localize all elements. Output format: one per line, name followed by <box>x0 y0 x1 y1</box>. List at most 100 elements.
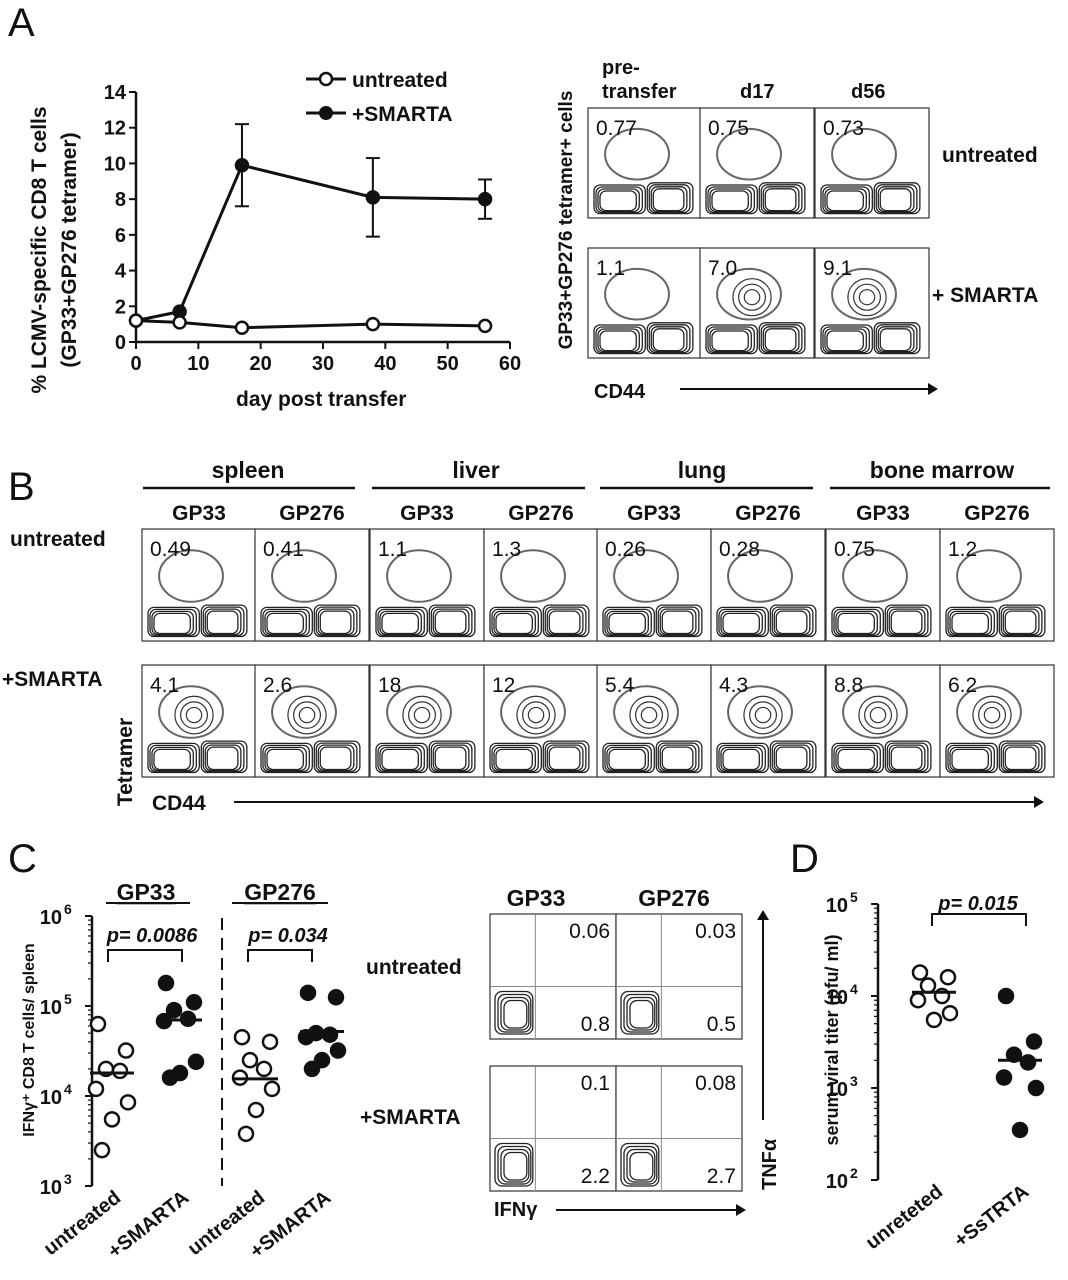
facs-contour <box>494 990 534 1035</box>
facs-contour <box>544 606 587 637</box>
chart-a-x-label: day post transfer <box>236 388 406 411</box>
facs-contour <box>716 742 769 774</box>
facs-contour <box>773 608 811 636</box>
facs-contour <box>824 188 867 213</box>
facs-inner-contour <box>858 695 898 735</box>
facs-contour <box>381 612 419 635</box>
facs-quadrant-frame <box>615 913 743 1040</box>
facs-contour <box>491 744 539 773</box>
facs-inner-contour <box>174 695 214 735</box>
chart-c-group-title-gp276: GP276 <box>244 879 316 905</box>
chart-a-y-tick-label: 12 <box>104 118 126 140</box>
facs-contour <box>758 322 806 355</box>
facs-gate-percentage: 1.2 <box>948 538 977 561</box>
chart-a-x-tick-label: 30 <box>312 353 334 375</box>
facs-a-col-header-pre: pre- <box>602 57 640 79</box>
facs-contour <box>884 740 932 774</box>
facs-contour <box>657 606 700 637</box>
facs-contour <box>718 608 766 637</box>
facs-contour <box>491 608 539 637</box>
facs-contour <box>652 328 685 352</box>
facs-contour <box>646 322 694 355</box>
facs-inner-contour <box>754 706 772 724</box>
facs-contour <box>608 612 646 635</box>
chart-c-data-point-untreated <box>117 1042 135 1059</box>
facs-lower-quadrant-value: 2.2 <box>581 1165 610 1188</box>
facs-contour <box>606 746 649 772</box>
facs-contour <box>648 324 691 354</box>
data-point-smarta <box>365 190 381 205</box>
chart-d-data-point-untreated <box>911 964 929 981</box>
panel-letter-c: C <box>8 837 37 881</box>
facs-contour <box>602 742 655 774</box>
chart-c-data-point-smarta <box>165 1001 183 1019</box>
facs-contour <box>375 742 428 774</box>
facs-inner-contour <box>527 706 545 724</box>
facs-contour <box>202 606 245 637</box>
panel-b-row-label-smarta: +SMARTA <box>2 668 103 691</box>
facs-contour <box>655 604 703 638</box>
facs-inner-contour <box>983 706 1001 724</box>
facs-inner-contour <box>864 701 893 729</box>
chart-a-y-tick-label: 4 <box>115 261 127 283</box>
facs-contour <box>820 324 873 355</box>
chart-c-group-title-gp33: GP33 <box>117 879 176 905</box>
facs-quadrant-frame <box>489 1065 617 1192</box>
facs-lower-quadrant-value: 0.5 <box>707 1013 736 1036</box>
facs-contour <box>949 610 992 636</box>
facs-contour <box>650 326 688 353</box>
facs-gate <box>604 267 670 321</box>
facs-contour <box>151 610 194 636</box>
facs-gate-percentage: 7.0 <box>708 257 737 280</box>
facs-contour <box>497 1145 532 1185</box>
facs-contour <box>149 608 197 637</box>
facs-contour <box>879 188 912 212</box>
facs-gate <box>831 267 897 321</box>
facs-contour <box>597 328 640 353</box>
facs-contour <box>1002 744 1040 772</box>
facs-gate <box>613 685 679 739</box>
facs-inner-contour <box>847 278 887 317</box>
facs-contour <box>149 744 197 773</box>
data-point-untreated <box>477 318 493 334</box>
facs-contour <box>434 746 467 771</box>
facs-gate <box>500 549 566 603</box>
chart-a-legend: untreated +SMARTA <box>306 69 453 126</box>
facs-contour <box>489 742 542 774</box>
chart-a-x-tick-label: 0 <box>130 353 141 375</box>
chart-d-data-point-smarta <box>1011 1121 1029 1139</box>
facs-c-x-title: IFNγ <box>494 1199 538 1221</box>
facs-upper-quadrant-value: 0.03 <box>695 920 736 943</box>
facs-contour <box>652 188 685 212</box>
facs-gate-percentage: 2.6 <box>263 674 292 697</box>
facs-contour <box>595 186 643 214</box>
facs-inner-contour <box>298 706 316 724</box>
chart-c-data-point-smarta <box>185 994 203 1011</box>
facs-contour <box>888 608 926 636</box>
facs-contour <box>661 610 694 635</box>
chart-c-data-point-untreated <box>93 1141 111 1159</box>
facs-gate <box>271 685 337 739</box>
panel-b-facs-grid: spleen liver lung bone marrow untreated … <box>2 457 1055 815</box>
facs-contour <box>626 996 656 1031</box>
chart-d-bracket <box>931 913 1027 926</box>
facs-contour <box>945 742 998 774</box>
panel-b-organ-bone-marrow: bone marrow <box>870 457 1015 483</box>
chart-d-data-point-smarta <box>1025 1033 1043 1050</box>
chart-c-y-tick-exponent: 6 <box>64 901 72 917</box>
facs-contour <box>646 182 694 215</box>
facs-contour <box>760 184 803 214</box>
panel-b-organ-lung: lung <box>678 457 727 483</box>
facs-inner-contour <box>629 695 669 735</box>
facs-inner-contour <box>180 701 209 729</box>
facs-gate <box>831 127 897 181</box>
chart-c-data-point-smarta <box>299 984 317 1002</box>
facs-contour <box>890 746 923 771</box>
facs-contour <box>879 328 912 352</box>
facs-contour <box>147 742 200 774</box>
facs-upper-quadrant-value: 0.1 <box>581 1072 610 1095</box>
facs-contour <box>1002 608 1040 636</box>
chart-d-data-point-untreated <box>909 991 927 1009</box>
facs-contour <box>315 606 358 637</box>
panel-b-sub-header: GP33 <box>856 502 910 525</box>
